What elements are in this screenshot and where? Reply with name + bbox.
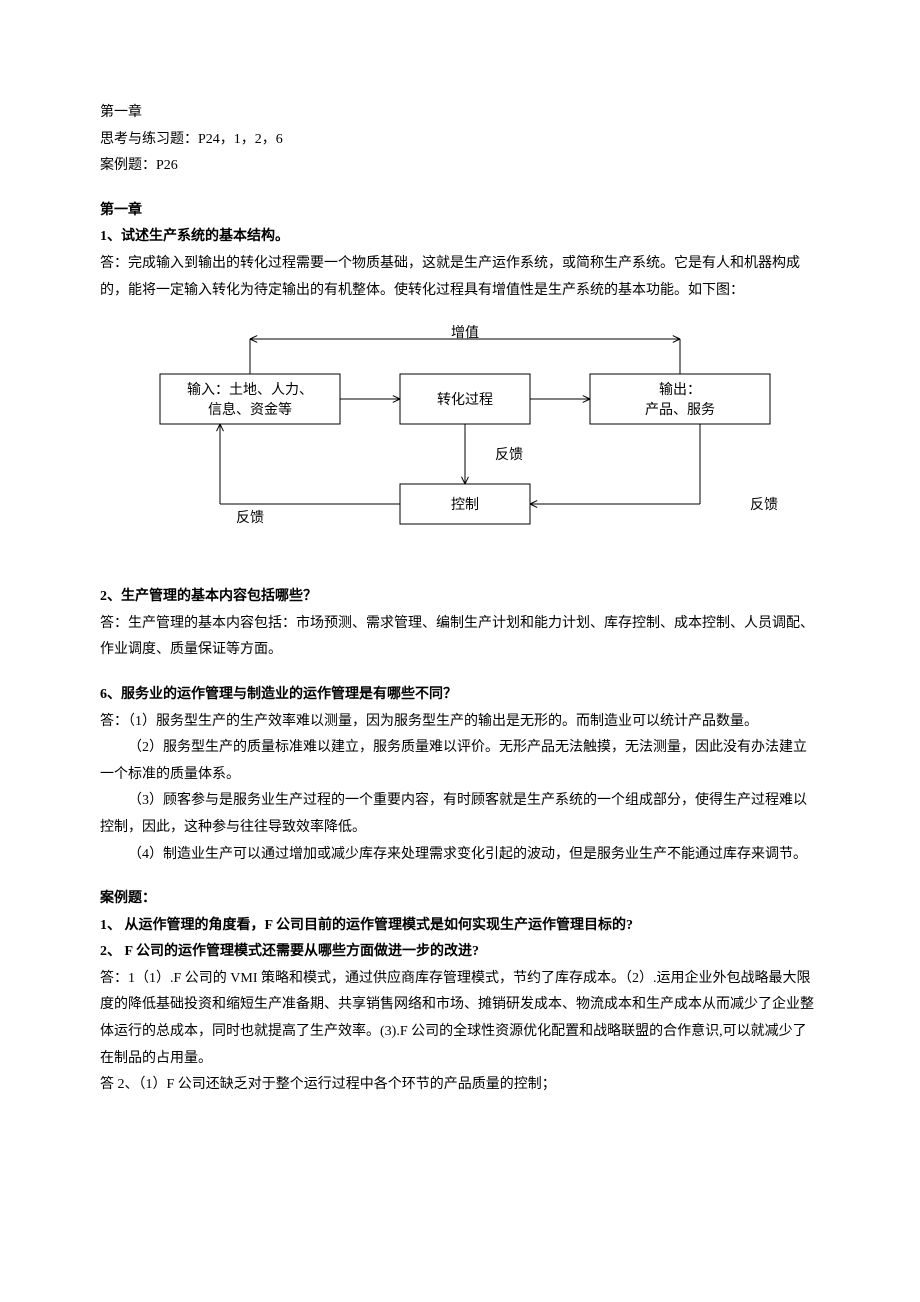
case-q2: 2、 F 公司的运作管理模式还需要从哪些方面做进一步的改进? — [100, 939, 820, 966]
q6-p3: （3）顾客参与是服务业生产过程的一个重要内容，有时顾客就是生产系统的一个组成部分… — [100, 788, 820, 841]
production-system-diagram: 输入：土地、人力、信息、资金等转化过程输出：产品、服务控制增值反馈反馈反馈 — [140, 324, 780, 554]
svg-text:产品、服务: 产品、服务 — [645, 402, 715, 418]
q2-title: 2、生产管理的基本内容包括哪些？ — [100, 584, 820, 611]
svg-text:控制: 控制 — [451, 497, 479, 513]
svg-text:输出：: 输出： — [659, 382, 701, 398]
svg-text:反馈: 反馈 — [750, 497, 778, 513]
svg-text:增值: 增值 — [451, 325, 479, 341]
svg-text:输入：土地、人力、: 输入：土地、人力、 — [187, 382, 313, 398]
q1-title: 1、试述生产系统的基本结构。 — [100, 224, 820, 251]
q6-title: 6、服务业的运作管理与制造业的运作管理是有哪些不同？ — [100, 682, 820, 709]
q6-p2: （2）服务型生产的质量标准难以建立，服务质量难以评价。无形产品无法触摸，无法测量… — [100, 735, 820, 788]
q1-block: 第一章 1、试述生产系统的基本结构。 答：完成输入到输出的转化过程需要一个物质基… — [100, 198, 820, 304]
q1-answer: 答：完成输入到输出的转化过程需要一个物质基础，这就是生产运作系统，或简称生产系统… — [100, 251, 820, 304]
q2-answer: 答：生产管理的基本内容包括：市场预测、需求管理、编制生产计划和能力计划、库存控制… — [100, 611, 820, 664]
case-a1: 答：1（1）.F 公司的 VMI 策略和模式，通过供应商库存管理模式，节约了库存… — [100, 966, 820, 1072]
svg-text:转化过程: 转化过程 — [437, 392, 493, 408]
case-block: 案例题： 1、 从运作管理的角度看，F 公司目前的运作管理模式是如何实现生产运作… — [100, 886, 820, 1099]
case-heading: 案例题： — [100, 886, 820, 913]
svg-text:信息、资金等: 信息、资金等 — [208, 401, 292, 418]
q2-block: 2、生产管理的基本内容包括哪些？ 答：生产管理的基本内容包括：市场预测、需求管理… — [100, 584, 820, 664]
chapter-title: 第一章 — [100, 198, 820, 225]
header-line-1: 第一章 — [100, 100, 820, 127]
q6-p4: （4）制造业生产可以通过增加或减少库存来处理需求变化引起的波动，但是服务业生产不… — [100, 842, 820, 869]
svg-text:反馈: 反馈 — [495, 447, 523, 463]
case-q1: 1、 从运作管理的角度看，F 公司目前的运作管理模式是如何实现生产运作管理目标的… — [100, 913, 820, 940]
header-line-2: 思考与练习题：P24，1，2，6 — [100, 127, 820, 154]
header-line-3: 案例题：P26 — [100, 153, 820, 180]
svg-text:反馈: 反馈 — [236, 510, 264, 526]
q6-p1: 答：（1）服务型生产的生产效率难以测量，因为服务型生产的输出是无形的。而制造业可… — [100, 709, 820, 736]
header-block: 第一章 思考与练习题：P24，1，2，6 案例题：P26 — [100, 100, 820, 180]
q6-block: 6、服务业的运作管理与制造业的运作管理是有哪些不同？ 答：（1）服务型生产的生产… — [100, 682, 820, 868]
case-a2: 答 2、（1）F 公司还缺乏对于整个运行过程中各个环节的产品质量的控制； — [100, 1072, 820, 1099]
